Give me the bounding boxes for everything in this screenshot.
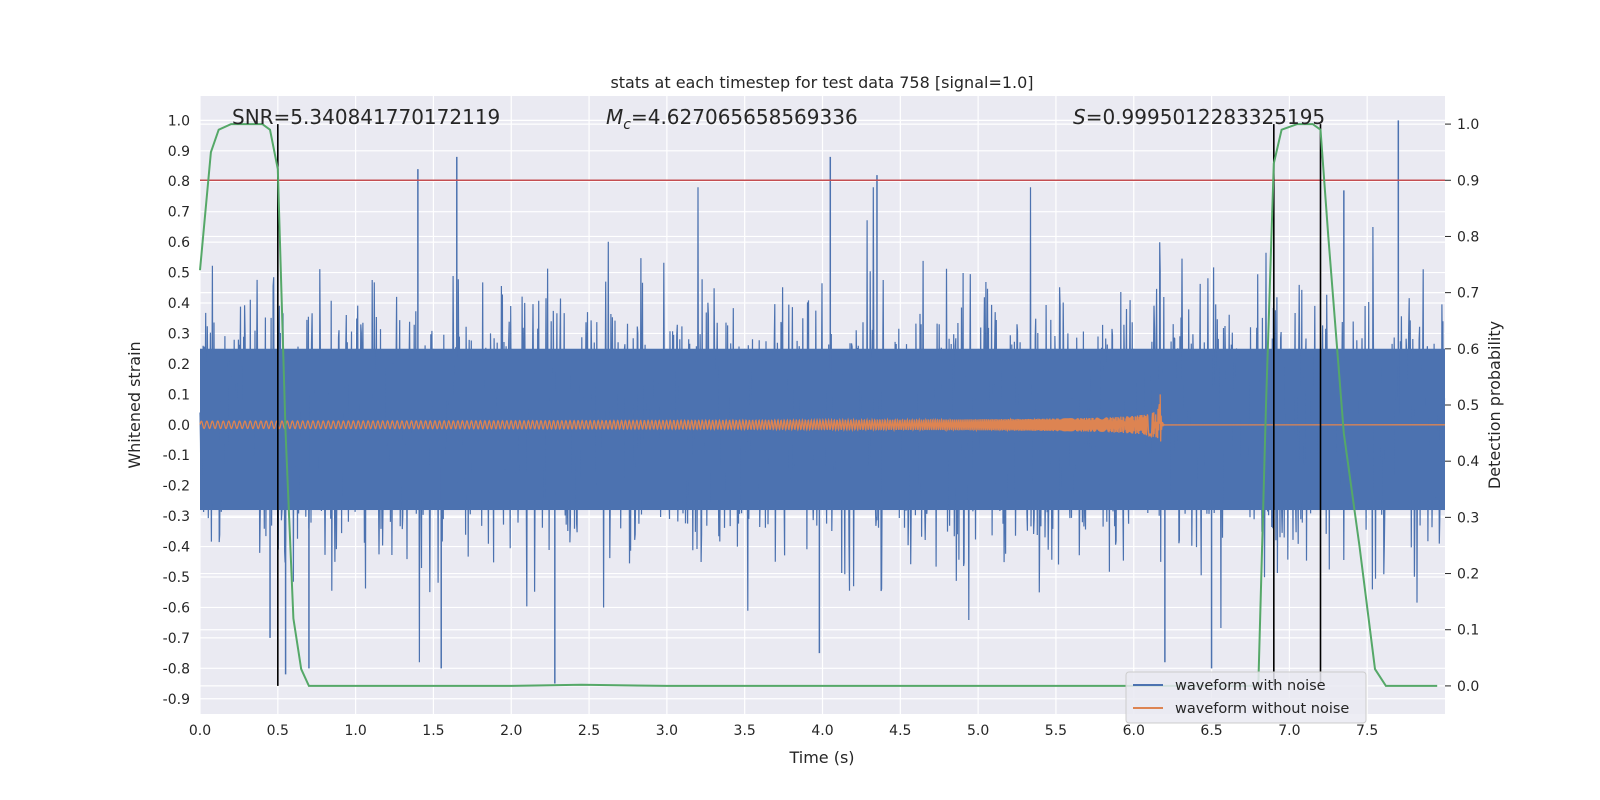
x-tick-label: 2.0: [500, 723, 522, 739]
y-tick-label: 0.9: [168, 144, 190, 160]
y-tick-label: 0.7: [168, 205, 190, 221]
chart-title: stats at each timestep for test data 758…: [610, 73, 1033, 92]
chirp-mass-annotation: Mc=4.627065658569336: [606, 105, 858, 133]
y2-axis-label: Detection probability: [1485, 321, 1504, 489]
x-tick-label: 6.0: [1123, 723, 1145, 739]
x-tick-label: 3.5: [734, 723, 756, 739]
y-tick-label: -0.7: [163, 631, 190, 647]
noise-waveform: [199, 120, 1446, 684]
y-tick-label: 0.0: [168, 418, 190, 434]
y-tick-label: -0.5: [163, 570, 190, 586]
snr-annotation: SNR=5.340841770172119: [232, 105, 500, 129]
y-tick-label: 0.8: [168, 174, 190, 190]
chirp-mass-symbol: M: [606, 105, 623, 129]
score-annotation: S=0.9995012283325195: [1073, 105, 1325, 129]
y2-tick-label: 0.4: [1457, 454, 1479, 470]
y-tick-label: 0.3: [168, 326, 190, 342]
x-tick-label: 6.5: [1200, 723, 1222, 739]
chirp-mass-value: =4.627065658569336: [631, 105, 858, 129]
y-tick-label: -0.6: [163, 600, 190, 616]
x-tick-label: 3.0: [656, 723, 678, 739]
y-tick-label: 0.1: [168, 387, 190, 403]
y-tick-label: 0.6: [168, 235, 190, 251]
legend-label-clean: waveform without noise: [1175, 701, 1349, 717]
score-symbol: S: [1073, 105, 1086, 129]
x-tick-label: 0.5: [267, 723, 289, 739]
detection-probability-line: [199, 123, 1438, 687]
y2-tick-label: 0.0: [1457, 679, 1479, 695]
y-axis-label: Whitened strain: [125, 341, 144, 468]
score-value: =0.9995012283325195: [1086, 105, 1325, 129]
y2-tick-label: 0.9: [1457, 173, 1479, 189]
y-tick-label: -0.9: [163, 692, 190, 708]
y-tick-label: -0.2: [163, 479, 190, 495]
x-tick-label: 4.5: [889, 723, 911, 739]
x-tick-labels: 0.0 0.5 1.0 1.5 2.0 2.5 3.0 3.5 4.0 4.5 5.0 5.5 6.0 6…: [189, 723, 1378, 739]
y2-tick-labels: 1.0 0.9 0.8 0.7 0.6 0.5 0.4 0.3 0.2 0.1 0.0: [1445, 117, 1479, 695]
detection-window-markers: [277, 124, 1322, 686]
clean-waveform: [199, 394, 1446, 442]
x-tick-label: 1.0: [344, 723, 366, 739]
y-tick-label: -0.8: [163, 661, 190, 677]
y2-tick-label: 0.2: [1457, 567, 1479, 583]
y2-tick-label: 0.8: [1457, 229, 1479, 245]
y2-tick-label: 0.7: [1457, 286, 1479, 302]
y-tick-label: 1.0: [168, 113, 190, 129]
chirp-mass-subscript: c: [623, 117, 631, 133]
y2-tick-label: 0.6: [1457, 342, 1479, 358]
x-tick-label: 0.0: [189, 723, 211, 739]
y-tick-label: 0.4: [168, 296, 190, 312]
y-tick-label: -0.1: [163, 448, 190, 464]
y-tick-label: 0.2: [168, 357, 190, 373]
x-tick-label: 2.5: [578, 723, 600, 739]
x-tick-label: 7.0: [1278, 723, 1300, 739]
x-axis-label: Time (s): [788, 748, 854, 767]
legend-box: [1125, 671, 1367, 724]
x-tick-label: 7.5: [1356, 723, 1378, 739]
y-tick-label: -0.3: [163, 509, 190, 525]
y2-tick-label: 0.3: [1457, 510, 1479, 526]
y2-tick-label: 0.1: [1457, 623, 1479, 639]
noise-series-line: [199, 187, 1446, 663]
x-tick-label: 5.0: [967, 723, 989, 739]
clean-series-line: [199, 394, 1446, 442]
y-tick-label: 0.5: [168, 266, 190, 282]
y2-tick-label: 0.5: [1457, 398, 1479, 414]
x-tick-label: 1.5: [422, 723, 444, 739]
legend-label-noise: waveform with noise: [1175, 678, 1326, 694]
y-tick-label: -0.4: [163, 540, 190, 556]
y2-tick-label: 1.0: [1457, 117, 1479, 133]
legend: waveform with noise waveform without noi…: [1125, 671, 1367, 724]
y-tick-labels: 1.0 0.9 0.8 0.7 0.6 0.5 0.4 0.3 0.2 0.1 0.0 -0.1 -0.…: [163, 113, 190, 707]
x-tick-label: 5.5: [1045, 723, 1067, 739]
x-tick-label: 4.0: [811, 723, 833, 739]
